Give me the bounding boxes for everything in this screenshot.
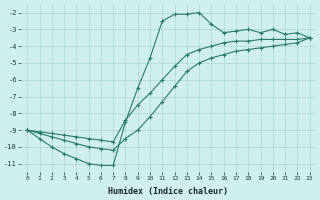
X-axis label: Humidex (Indice chaleur): Humidex (Indice chaleur) [108, 187, 228, 196]
